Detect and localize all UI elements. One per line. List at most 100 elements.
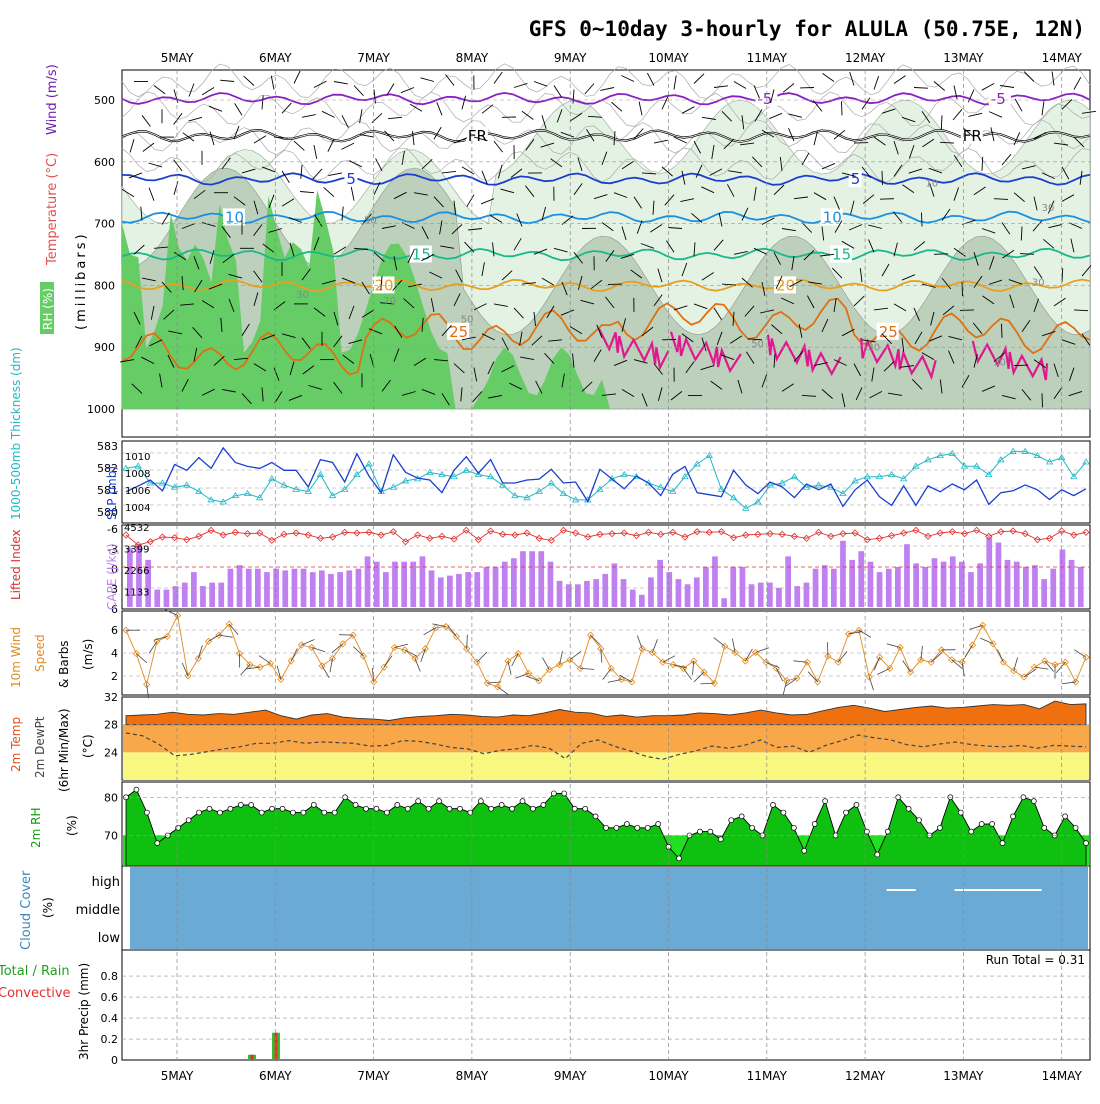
thickness-series-point bbox=[974, 463, 980, 468]
wind-barb bbox=[328, 139, 334, 152]
wind10m-barb bbox=[415, 659, 420, 672]
wind-barb bbox=[662, 97, 668, 110]
slp-tick: 1006 bbox=[125, 486, 150, 497]
precip-tick: 0.6 bbox=[101, 991, 119, 1004]
cape-bar bbox=[822, 565, 828, 607]
wind10m-barb bbox=[477, 652, 487, 662]
cape-bar bbox=[730, 567, 736, 607]
rh2m-series-point bbox=[311, 802, 316, 807]
rh2m-series-point bbox=[353, 802, 358, 807]
wind10m-barb bbox=[241, 665, 250, 675]
rh2m-series-point bbox=[593, 814, 598, 819]
rh2m-series-point bbox=[520, 799, 525, 804]
rh2m-series-point bbox=[583, 806, 588, 811]
cape-bar bbox=[840, 541, 846, 607]
cape-bar bbox=[447, 576, 453, 607]
wind-barb bbox=[1024, 72, 1034, 82]
precip-tick: 0 bbox=[111, 1054, 118, 1067]
wind10m-barb bbox=[1014, 657, 1018, 670]
wind-barb bbox=[611, 102, 622, 111]
rh2m-series-point bbox=[990, 822, 995, 827]
slp-tick: 1004 bbox=[125, 503, 150, 514]
rh2m-series-point bbox=[457, 806, 462, 811]
wind-barb bbox=[1042, 393, 1043, 407]
thickness-series-point bbox=[816, 482, 822, 487]
isotherm-label-5: 5 bbox=[346, 170, 356, 188]
wind-barb bbox=[294, 71, 300, 84]
rh-contour-line bbox=[122, 64, 1090, 99]
rh2m-series-point bbox=[510, 806, 515, 811]
wind10m-barb bbox=[229, 624, 238, 635]
date-label-bottom: 13MAY bbox=[943, 1069, 984, 1083]
wind-barb bbox=[360, 135, 374, 138]
date-label-top: 14MAY bbox=[1042, 51, 1083, 65]
rh-contour-label: 50 bbox=[364, 216, 377, 227]
cloud-thin-gap bbox=[887, 889, 916, 891]
wind10m-barb bbox=[714, 638, 725, 647]
date-label-bottom: 8MAY bbox=[456, 1069, 489, 1083]
cape-bar bbox=[209, 583, 215, 607]
wind10m-barb bbox=[965, 645, 972, 657]
rh2m-series-point bbox=[186, 818, 191, 823]
wind-barb bbox=[941, 115, 942, 129]
rh2m-series-point bbox=[624, 822, 629, 827]
cape-bar bbox=[740, 567, 746, 607]
wind-barb bbox=[823, 73, 835, 81]
rh2m-series-point bbox=[322, 810, 327, 815]
date-label-top: 5MAY bbox=[161, 51, 194, 65]
thickness-series-point bbox=[1083, 459, 1089, 464]
cape-bar bbox=[502, 562, 508, 607]
cape-bar bbox=[511, 558, 517, 607]
wind10m-label-1: 10m Wind bbox=[9, 627, 23, 688]
rh2m-series-point bbox=[812, 822, 817, 827]
precip-label-total: Total / Rain bbox=[0, 964, 70, 979]
chart-title: GFS 0~10day 3-hourly for ALULA (50.75E, … bbox=[529, 17, 1085, 41]
wind-barb bbox=[934, 82, 945, 91]
cloud-unit: (%) bbox=[41, 897, 55, 918]
wind10m-barb bbox=[694, 672, 704, 682]
rh2m-unit: (%) bbox=[65, 815, 79, 836]
cape-bar bbox=[401, 562, 407, 607]
rh2m-series-point bbox=[364, 806, 369, 811]
wind-barb bbox=[130, 139, 134, 152]
rh2m-series-point bbox=[478, 799, 483, 804]
wind-barb bbox=[351, 187, 354, 201]
cape-bar bbox=[694, 577, 700, 607]
wind10m-barb bbox=[259, 656, 271, 664]
temp2m-tick: 28 bbox=[104, 719, 118, 732]
wind-barb bbox=[600, 88, 614, 91]
wind-barb bbox=[442, 171, 456, 173]
temp2m-area bbox=[126, 701, 1086, 725]
pressure-tick-800: 800 bbox=[94, 279, 115, 292]
wind-barb bbox=[734, 82, 746, 89]
rh-contour-label: 30 bbox=[296, 290, 309, 301]
wind10m-barb bbox=[448, 625, 457, 636]
isotherm-label--5: -5 bbox=[757, 90, 772, 108]
li-axis-label: Lifted Index bbox=[9, 529, 23, 600]
rh2m-series-point bbox=[635, 825, 640, 830]
isotherm-label--5: -5 bbox=[991, 90, 1006, 108]
wind-barb bbox=[1002, 324, 1003, 338]
thickness-series bbox=[126, 451, 1086, 508]
rh2m-series-point bbox=[426, 806, 431, 811]
rh2m-series-point bbox=[572, 806, 577, 811]
rh2m-series-point bbox=[979, 822, 984, 827]
date-label-bottom: 11MAY bbox=[747, 1069, 788, 1083]
rh-contour-label: 30 bbox=[1032, 277, 1045, 288]
wind-barb bbox=[621, 76, 634, 82]
date-label-bottom: 6MAY bbox=[259, 1069, 292, 1083]
thickness-series-point bbox=[135, 463, 141, 468]
wind10m-barb bbox=[652, 639, 657, 652]
rh-contour-label: 70 bbox=[383, 296, 396, 307]
cape-bar bbox=[639, 595, 645, 607]
wind-barb bbox=[467, 195, 474, 207]
wind-barb bbox=[842, 101, 843, 115]
rh2m-series-point bbox=[238, 802, 243, 807]
cape-bar bbox=[950, 556, 956, 607]
rh2m-series-point bbox=[697, 829, 702, 834]
wind10m-barb bbox=[827, 642, 828, 656]
cape-bar bbox=[1023, 567, 1029, 607]
cape-bar bbox=[767, 583, 773, 607]
cape-bar bbox=[484, 567, 490, 607]
cape-bar bbox=[383, 572, 389, 607]
